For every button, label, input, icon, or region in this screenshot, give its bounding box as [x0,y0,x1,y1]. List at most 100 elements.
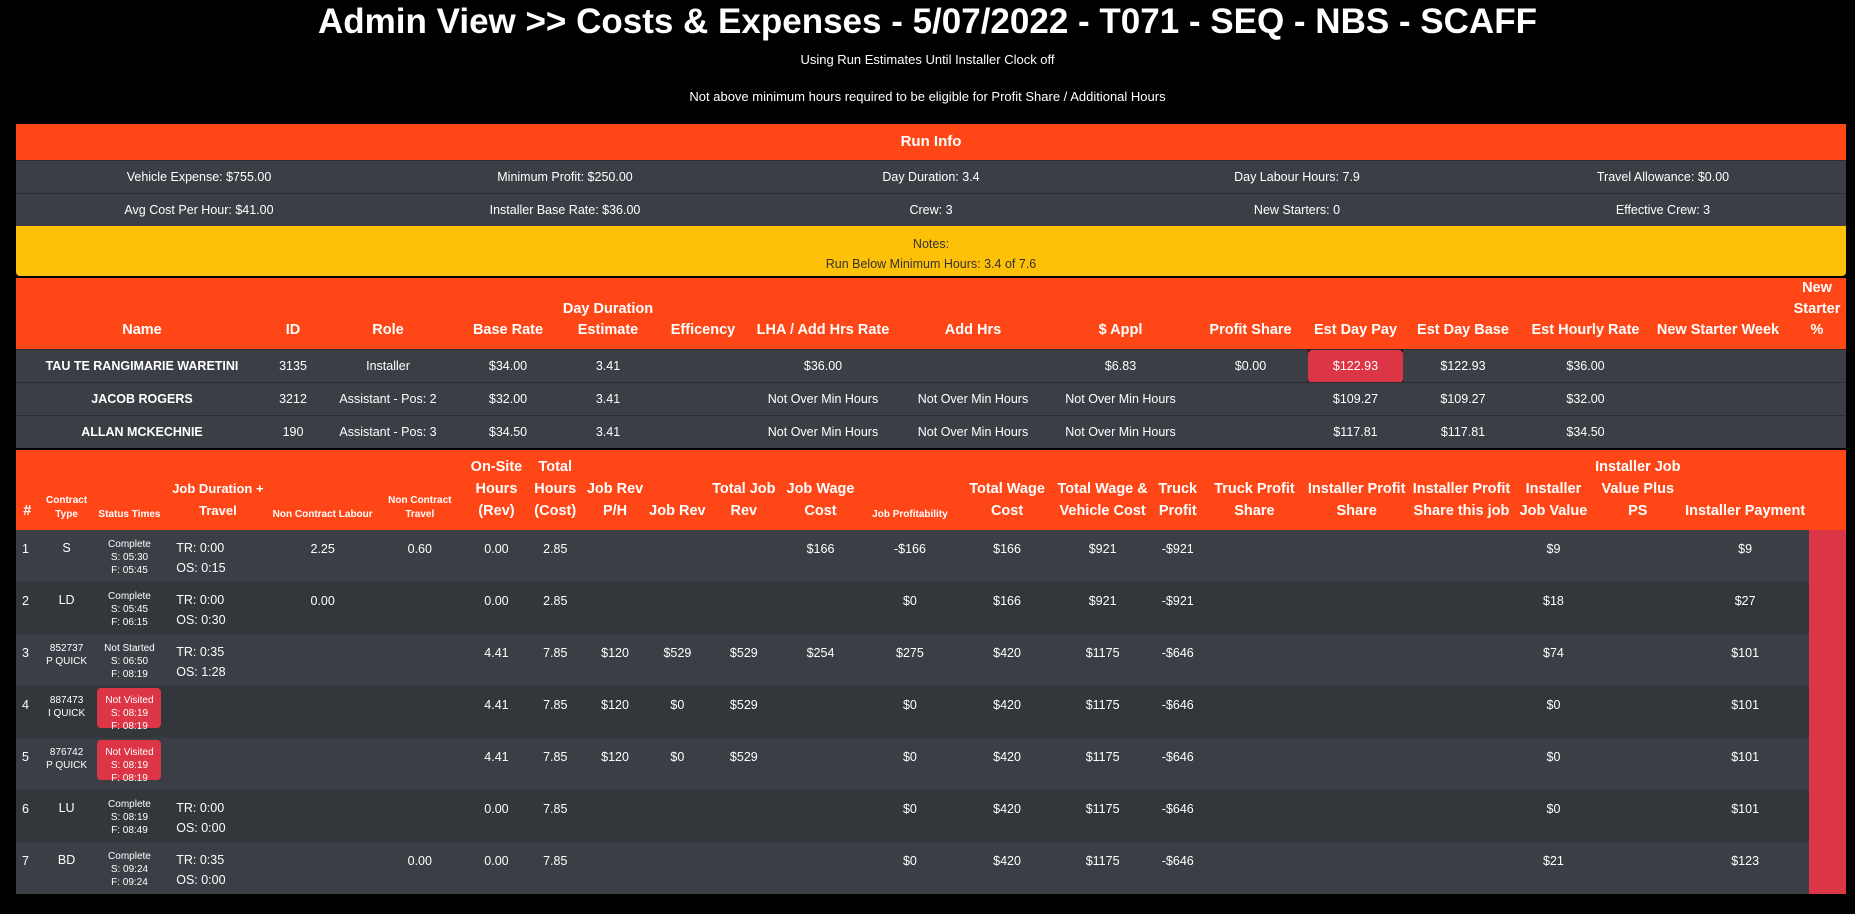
job-status-times: Complete S: 05:30 F: 05:45 [94,530,165,582]
crew-col-base-rate: Base Rate [472,322,544,338]
job-status-times: Complete S: 08:19 F: 08:49 [94,790,165,842]
job-row-side-marker[interactable] [1809,582,1846,634]
job-contract-type: BD [38,842,95,894]
jobs-col-job-rev: Job Rev [649,503,706,519]
crew-cell-base-rate: $32.00 [458,382,558,416]
job-contract-type: 887473 I QUICK [38,686,95,738]
crew-cell-est-day-pay: $109.27 [1308,382,1403,416]
notes-box: Notes: Run Below Minimum Hours: 3.4 of 7… [16,226,1846,276]
job-cell-total-rev: $529 [708,634,780,686]
job-duration-travel: TR: 0:35 OS: 1:28 [164,634,272,686]
onsite-time: OS: 0:15 [176,561,226,575]
job-cell-installer-value: $18 [1512,582,1595,634]
crew-cell-base-rate: $34.50 [458,415,558,448]
job-row[interactable]: 7 BD Complete S: 09:24 F: 09:24 TR: 0:35 OS: 0… [16,842,1846,894]
job-cell-total-rev [708,842,780,894]
job-cell-installer-ps [1302,582,1411,634]
job-index: 5 [16,738,39,790]
job-row-side-marker[interactable] [1809,530,1846,582]
crew-count: Crew: 3 [909,203,953,217]
run-info-row-1: Vehicle Expense: $755.00 Minimum Profit:… [16,160,1846,193]
job-row[interactable]: 6 LU Complete S: 08:19 F: 08:49 TR: 0:00 OS: 0… [16,790,1846,842]
crew-col-est-day-pay: Est Day Pay [1313,322,1398,338]
job-cell-profitability: $0 [861,686,959,738]
crew-cell-day-duration: 3.41 [558,349,658,383]
job-cell-total-hours: 7.85 [527,686,584,738]
job-cell-installer-value: $9 [1512,530,1595,582]
crew-col-new-starter-week: New Starter Week [1656,322,1780,338]
job-cell-installer-value-ps [1594,634,1682,686]
jobs-col-non-travel: Non Contract Travel [388,495,452,520]
contract-code: LD [58,593,75,607]
job-index: 3 [16,634,39,686]
crew-cell-est-day-pay: $117.81 [1308,415,1403,448]
job-row[interactable]: 1 S Complete S: 05:30 F: 05:45 TR: 0:00 OS: 0:… [16,530,1846,582]
contract-code: BD [57,853,76,867]
job-row[interactable]: 2 LD Complete S: 05:45 F: 06:15 TR: 0:00 OS: 0… [16,582,1846,634]
crew-cell-base-rate: $34.00 [458,349,558,383]
jobs-col-profitability: Job Profitability [872,509,948,520]
job-cell-onsite: 4.41 [465,686,528,738]
contract-code: 887473 [49,695,84,706]
job-cell-installer-ps [1302,530,1411,582]
job-cell-installer-ps [1302,738,1411,790]
job-cell-wage-cost [779,686,862,738]
crew-panel: Name ID Role Base Rate Day Duration Esti… [16,278,1846,448]
onsite-time: OS: 0:00 [176,873,226,887]
job-cell-rev-ph [583,530,647,582]
job-row-side-marker[interactable] [1809,842,1846,894]
crew-cell-new-starter-pct [1788,415,1846,448]
jobs-col-total-hours: Total Hours (Cost) [534,459,577,519]
status-finish-time: F: 08:19 [111,773,148,784]
job-row[interactable]: 3 852737 P QUICK Not Started S: 06:50 F: 08:1… [16,634,1846,686]
job-row-side-marker[interactable] [1809,634,1846,686]
job-cell-rev-ph [583,842,647,894]
job-cell-installer-ps-job [1410,738,1513,790]
crew-col-day-duration: Day Duration Estimate [562,301,654,338]
travel-time: TR: 0:00 [176,593,225,607]
status-box: Not Started S: 06:50 F: 08:19 [97,642,161,681]
avg-cost-per-hour: Avg Cost Per Hour: $41.00 [124,203,274,217]
job-row-side-marker[interactable] [1809,790,1846,842]
job-cell-total-hours: 7.85 [527,842,584,894]
job-cell-total-wage: $166 [958,582,1056,634]
job-cell-non-labour [271,634,374,686]
job-cell-installer-ps-job [1410,582,1513,634]
status-finish-time: F: 09:24 [111,877,148,888]
job-row[interactable]: 5 876742 P QUICK Not Visited S: 08:19 F: 08:1… [16,738,1846,790]
status-start-time: S: 08:19 [110,812,149,823]
jobs-col-truck-profit: Truck Profit [1158,481,1198,519]
job-cell-truck-ps [1205,686,1303,738]
status-label: Not Visited [105,747,154,758]
job-row-side-marker[interactable] [1809,738,1846,790]
job-row[interactable]: 4 887473 I QUICK Not Visited S: 08:19 F: 08:1… [16,686,1846,738]
job-contract-type: 876742 P QUICK [38,738,95,790]
crew-cell-day-duration: 3.41 [558,382,658,416]
job-cell-installer-ps [1302,842,1411,894]
crew-cell-efficency [658,415,748,448]
job-cell-installer-ps [1302,686,1411,738]
jobs-col-truck-ps: Truck Profit Share [1214,481,1295,519]
job-cell-truck-profit: -$646 [1149,686,1206,738]
crew-cell-profit-share [1193,382,1308,416]
jobs-col-side [1809,450,1846,530]
jobs-col-installer-value-ps: Installer Job Value Plus PS [1595,459,1681,519]
job-cell-truck-ps [1205,582,1303,634]
travel-time: TR: 0:00 [176,541,225,555]
job-cell-non-travel: 0.60 [373,530,466,582]
travel-time: TR: 0:00 [176,801,225,815]
job-row-side-marker[interactable] [1809,686,1846,738]
job-cell-installer-ps-job [1410,842,1513,894]
crew-cell-add-hrs [898,349,1048,383]
job-cell-onsite: 0.00 [465,842,528,894]
crew-row: ALLAN MCKECHNIE 190 Assistant - Pos: 3 $34.… [16,415,1846,448]
status-finish-time: F: 05:45 [111,565,148,576]
crew-cell-add-hrs: Not Over Min Hours [898,415,1048,448]
job-cell-non-labour [271,790,374,842]
job-cell-wage-vehicle: $1175 [1055,842,1150,894]
job-cell-total-rev [708,530,780,582]
job-cell-wage-vehicle: $1175 [1055,634,1150,686]
crew-col-name: Name [122,322,162,338]
run-info-panel: Run Info Vehicle Expense: $755.00 Minimu… [16,124,1846,276]
job-cell-installer-ps [1302,790,1411,842]
